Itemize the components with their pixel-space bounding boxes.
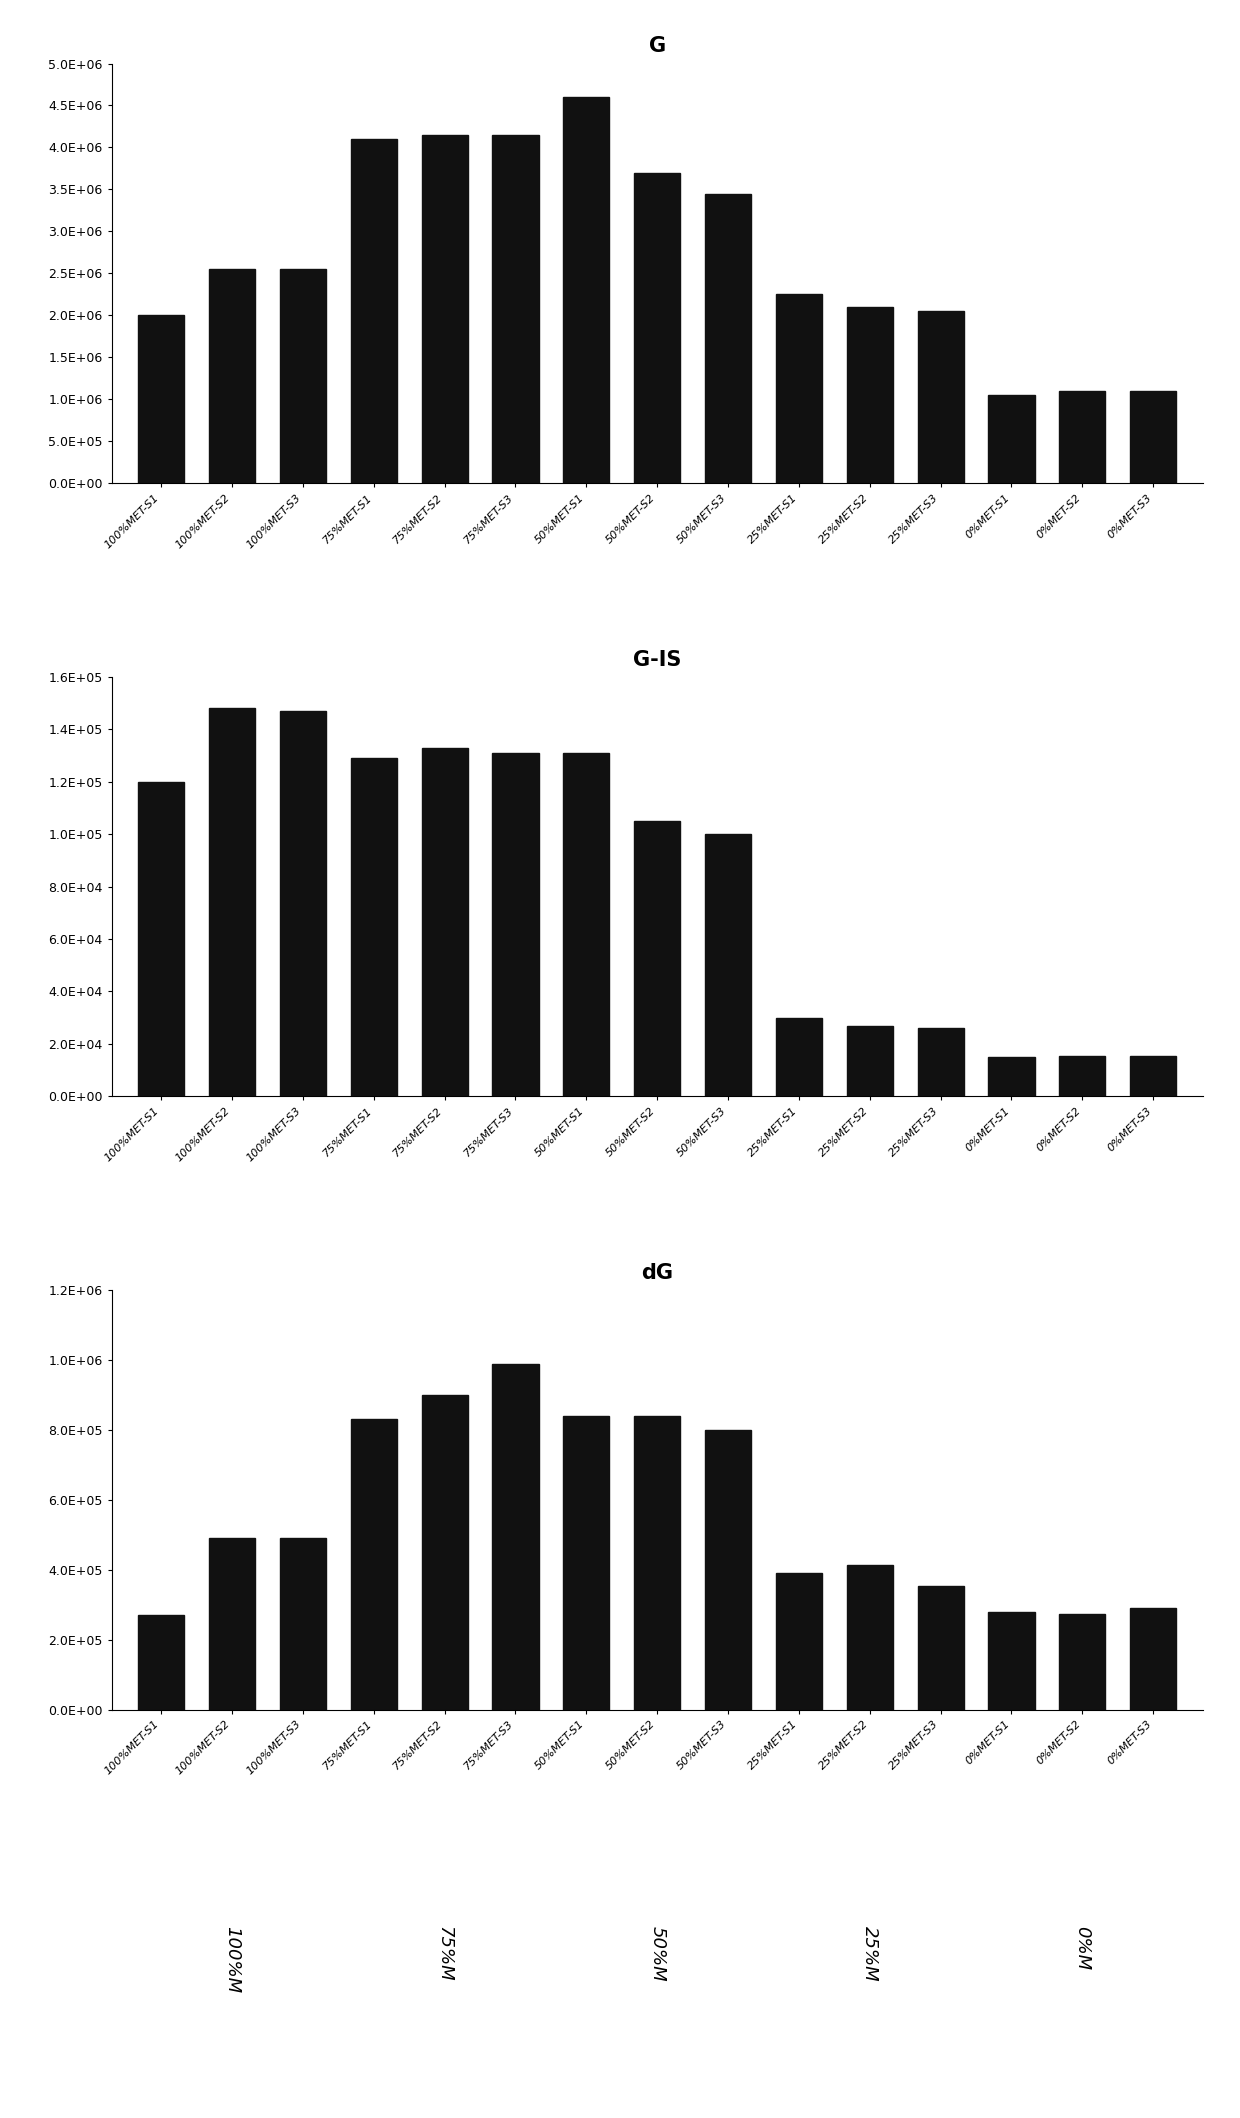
Bar [492, 136, 538, 483]
Bar [138, 782, 185, 1097]
Bar [988, 1612, 1034, 1709]
Bar [706, 193, 751, 483]
Bar [706, 834, 751, 1097]
Text: 75%M: 75%M [435, 1925, 454, 1982]
Bar [280, 269, 326, 483]
Title: dG: dG [641, 1262, 673, 1284]
Bar [492, 1364, 538, 1709]
Bar [210, 707, 255, 1097]
Bar [634, 1417, 681, 1709]
Text: 100%M: 100%M [223, 1925, 241, 1993]
Bar [634, 822, 681, 1097]
Title: G-IS: G-IS [632, 650, 682, 669]
Bar [847, 307, 893, 483]
Bar [351, 1419, 397, 1709]
Bar [1059, 1614, 1105, 1709]
Bar [422, 1396, 467, 1709]
Bar [634, 172, 681, 483]
Bar [280, 712, 326, 1097]
Bar [138, 316, 185, 483]
Bar [776, 1017, 822, 1097]
Bar [563, 752, 609, 1097]
Bar [706, 1430, 751, 1709]
Bar [422, 136, 467, 483]
Bar [210, 1538, 255, 1709]
Bar [492, 752, 538, 1097]
Bar [210, 269, 255, 483]
Bar [918, 1586, 963, 1709]
Bar [1130, 1608, 1177, 1709]
Bar [918, 311, 963, 483]
Bar [776, 294, 822, 483]
Bar [138, 1616, 185, 1709]
Bar [351, 140, 397, 483]
Bar [988, 1057, 1034, 1097]
Bar [1130, 390, 1177, 483]
Bar [988, 394, 1034, 483]
Bar [1059, 1055, 1105, 1097]
Text: 0%M: 0%M [1074, 1925, 1091, 1970]
Text: 50%M: 50%M [649, 1925, 666, 1982]
Bar [563, 1417, 609, 1709]
Bar [1059, 390, 1105, 483]
Bar [563, 97, 609, 483]
Text: 25%M: 25%M [861, 1925, 879, 1982]
Bar [280, 1538, 326, 1709]
Bar [847, 1565, 893, 1709]
Bar [351, 758, 397, 1097]
Bar [847, 1025, 893, 1097]
Bar [422, 748, 467, 1097]
Bar [1130, 1055, 1177, 1097]
Bar [918, 1027, 963, 1097]
Bar [776, 1574, 822, 1709]
Title: G: G [649, 36, 666, 57]
